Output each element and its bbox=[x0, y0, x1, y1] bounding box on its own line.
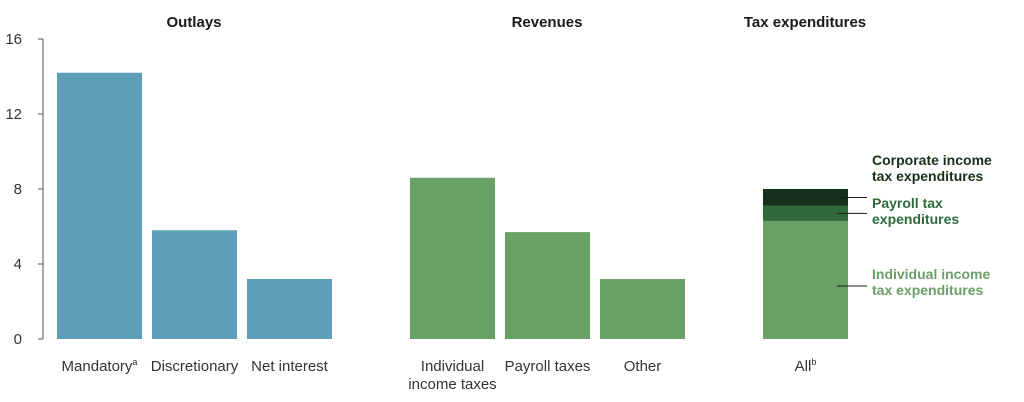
bar-other bbox=[600, 279, 685, 339]
annotation-label: Payroll tax bbox=[872, 195, 943, 211]
category-label: income taxes bbox=[408, 376, 496, 393]
bar-segment-corporate-income-tax-expenditures bbox=[763, 189, 848, 206]
y-tick-label: 12 bbox=[5, 106, 22, 123]
category-label: Individual bbox=[421, 358, 484, 375]
y-axis: 0 4 8 12 16 bbox=[5, 31, 44, 348]
y-tick-label: 0 bbox=[14, 331, 22, 348]
bar-segment-payroll-tax-expenditures bbox=[763, 205, 848, 221]
bar-individual-income-taxes bbox=[410, 177, 495, 339]
category-label: Net interest bbox=[251, 358, 329, 375]
category-labels: Mandatorya Discretionary Net interest Indiv… bbox=[62, 357, 817, 393]
bars bbox=[57, 72, 848, 339]
bar-payroll-taxes bbox=[505, 232, 590, 339]
bar-discretionary bbox=[152, 230, 237, 339]
annotation-label: Individual income bbox=[872, 266, 990, 282]
category-label: Other bbox=[624, 358, 662, 375]
annotation-label: tax expenditures bbox=[872, 168, 983, 184]
panel-titles: Outlays Revenues Tax expenditures bbox=[166, 14, 866, 31]
panel-title-outlays: Outlays bbox=[166, 14, 221, 31]
bar-segment-individual-income-tax-expenditures bbox=[763, 220, 848, 339]
annotation-label: expenditures bbox=[872, 211, 959, 227]
y-tick-label: 8 bbox=[14, 181, 22, 198]
bar-net-interest bbox=[247, 279, 332, 339]
y-tick-label: 4 bbox=[14, 256, 22, 273]
annotation-label: tax expenditures bbox=[872, 282, 983, 298]
panel-title-tax-expenditures: Tax expenditures bbox=[744, 14, 866, 31]
panel-title-revenues: Revenues bbox=[512, 14, 583, 31]
category-label: Payroll taxes bbox=[505, 358, 591, 375]
y-tick-label: 16 bbox=[5, 31, 22, 48]
category-label: Mandatorya bbox=[62, 357, 138, 375]
category-label: Discretionary bbox=[151, 358, 239, 375]
bar-mandatory bbox=[57, 72, 142, 339]
annotation-label: Corporate income bbox=[872, 152, 992, 168]
category-label: Allb bbox=[795, 357, 817, 375]
